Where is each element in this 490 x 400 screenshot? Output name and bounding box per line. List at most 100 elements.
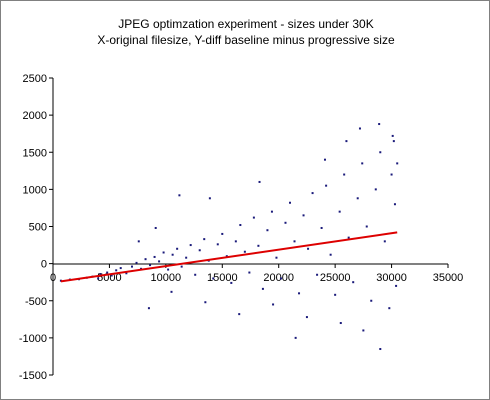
chart-subtitle: X-original filesize, Y-diff baseline min… <box>97 33 395 47</box>
scatter-point <box>390 173 393 176</box>
scatter-point <box>144 258 147 261</box>
scatter-point <box>153 255 156 258</box>
scatter-point <box>305 316 308 319</box>
y-tick-label: -1500 <box>19 370 47 382</box>
scatter-point <box>239 224 242 227</box>
x-tick-label: 10000 <box>151 272 182 284</box>
scatter-point <box>230 281 233 284</box>
x-tick-label: 20000 <box>263 272 294 284</box>
scatter-point <box>289 201 291 204</box>
y-tick-label: 500 <box>29 222 47 234</box>
scatter-point <box>189 244 192 247</box>
scatter-point <box>149 264 152 267</box>
scatter-point <box>158 260 161 263</box>
scatter-point <box>388 307 391 310</box>
scatter-point <box>279 277 282 280</box>
scatter-point <box>208 197 211 200</box>
scatter-point <box>272 303 275 306</box>
scatter-point <box>162 251 165 254</box>
scatter-point <box>257 244 260 247</box>
scatter-point <box>339 322 342 325</box>
scatter-point <box>379 151 382 154</box>
scatter-point <box>307 247 310 250</box>
scatter-point <box>323 158 326 161</box>
scatter-point <box>338 210 341 213</box>
scatter-point <box>374 188 377 191</box>
scatter-point <box>167 268 170 271</box>
scatter-point <box>379 348 382 351</box>
scatter-point <box>347 236 350 239</box>
scatter-point <box>119 267 122 270</box>
scatter-point <box>378 123 381 126</box>
scatter-point <box>266 229 269 232</box>
x-tick-label: 35000 <box>433 272 464 284</box>
scatter-point <box>203 238 206 241</box>
y-tick-label: 2000 <box>23 110 47 122</box>
scatter-point <box>275 256 278 259</box>
scatter-point <box>320 226 323 229</box>
scatter-point <box>325 184 328 187</box>
scatter-point <box>392 140 395 143</box>
scatter-point <box>170 290 173 293</box>
y-tick-label: -1000 <box>19 333 47 345</box>
scatter-point <box>178 194 181 197</box>
scatter-point <box>131 265 133 268</box>
chart-title: JPEG optimzation experiment - sizes unde… <box>118 17 373 31</box>
scatter-point <box>225 255 228 258</box>
scatter-point <box>352 281 355 284</box>
scatter-point <box>171 253 174 256</box>
scatter-point <box>302 214 305 217</box>
scatter-point <box>329 253 332 256</box>
scatter-point <box>284 221 287 224</box>
scatter-point <box>97 277 100 280</box>
scatter-point <box>362 329 365 332</box>
scatter-point <box>204 301 207 304</box>
scatter-point <box>125 272 128 275</box>
scatter-point <box>383 240 386 243</box>
scatter-point <box>238 313 241 316</box>
scatter-point <box>334 293 337 296</box>
scatter-point <box>345 140 348 143</box>
scatter-point <box>252 216 255 219</box>
y-tick-label: 2500 <box>23 73 47 85</box>
scatter-point <box>370 299 373 302</box>
scatter-point <box>356 197 359 200</box>
scatter-point <box>243 250 246 253</box>
scatter-point <box>110 274 113 277</box>
y-tick-label: 0 <box>41 259 47 271</box>
scatter-point <box>298 292 301 295</box>
scatter-point <box>176 247 179 250</box>
scatter-point <box>270 210 273 213</box>
scatter-point <box>294 336 297 339</box>
scatter-point <box>293 240 296 243</box>
scatter-point <box>393 203 396 206</box>
scatter-point <box>154 226 157 229</box>
scatter-point <box>248 271 251 274</box>
x-tick-label: 30000 <box>376 272 407 284</box>
scatter-point <box>221 232 224 235</box>
x-tick-label: 0 <box>50 272 56 284</box>
scatter-point <box>185 256 188 259</box>
scatter-point <box>147 307 150 310</box>
trend-line <box>60 231 398 283</box>
scatter-point <box>365 225 368 228</box>
scatter-point <box>361 162 364 165</box>
scatter-point <box>198 249 201 252</box>
scatter-point <box>180 265 183 268</box>
scatter-point <box>343 173 346 176</box>
trend-line-series <box>60 231 398 283</box>
scatter-point <box>311 192 314 195</box>
scatter-point <box>212 277 215 280</box>
y-tick-label: 1500 <box>23 147 47 159</box>
y-tick-label: 1000 <box>23 184 47 196</box>
scatter-point <box>258 180 261 183</box>
x-tick-label: 25000 <box>320 272 351 284</box>
plot-area <box>53 78 448 375</box>
scatter-point <box>261 287 264 290</box>
scatter-point <box>396 162 399 165</box>
scatter-point <box>135 261 138 264</box>
scatter-point <box>234 240 237 243</box>
